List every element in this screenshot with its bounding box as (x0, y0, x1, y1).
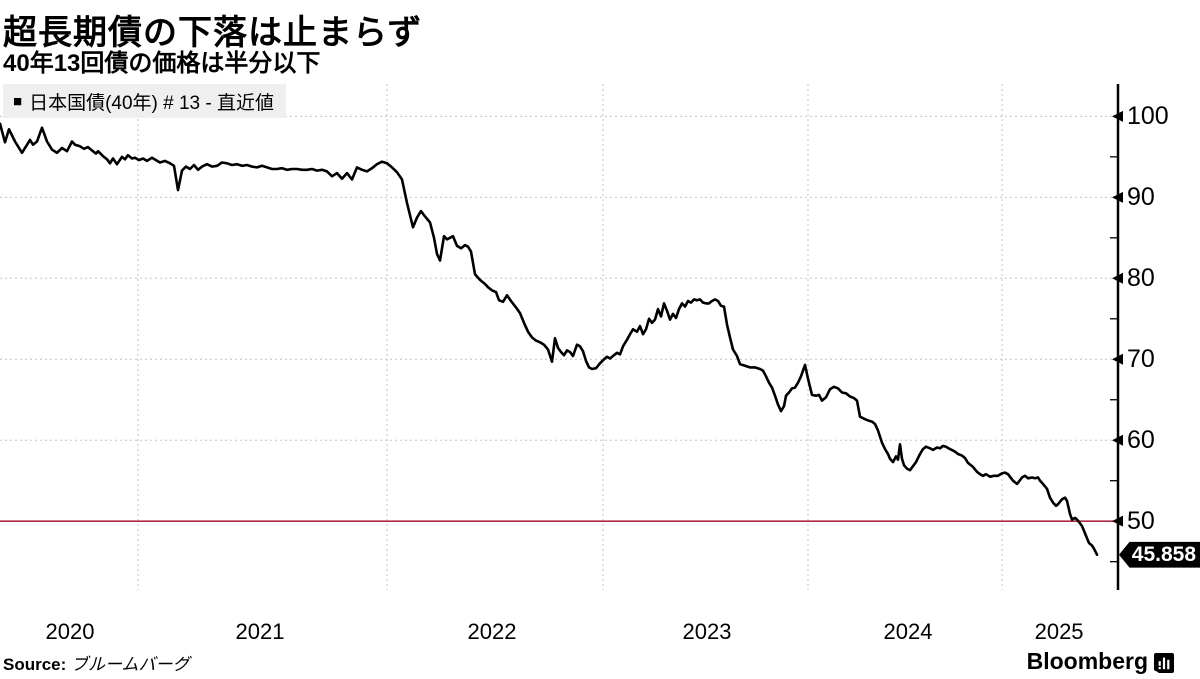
bloomberg-chart-icon (1154, 652, 1174, 673)
x-tick-label-2020: 2020 (45, 619, 95, 644)
page-subtitle: 40年13回債の価格は半分以下 (3, 50, 321, 77)
y-tick-label: 60 (1127, 426, 1155, 455)
chart-legend: ■ 日本国債(40年) # 13 - 直近値 (3, 84, 286, 118)
y-tick-label: 90 (1127, 183, 1155, 212)
source-prefix: Source: (3, 655, 67, 674)
x-tick-label-2022: 2022 (467, 619, 517, 644)
y-tick-label: 70 (1127, 345, 1155, 374)
x-tick-label-2023: 2023 (682, 619, 732, 644)
x-tick-label-2021: 2021 (235, 619, 285, 644)
source-text: ブルームバーグ (71, 655, 190, 674)
y-tick-label: 80 (1127, 264, 1155, 293)
x-tick-label-2025: 2025 (1034, 619, 1084, 644)
page-title: 超長期債の下落は止まらず (3, 15, 423, 52)
source-line: Source: ブルームバーグ (3, 650, 190, 675)
y-tick-label: 50 (1127, 507, 1155, 536)
legend-label: 日本国債(40年) # 13 - 直近値 (29, 92, 274, 114)
bloomberg-logo: Bloomberg (1027, 648, 1174, 675)
y-tick-label: 100 (1127, 102, 1169, 131)
x-tick-label-2024: 2024 (883, 619, 933, 644)
bloomberg-wordmark: Bloomberg (1026, 648, 1148, 674)
legend-swatch-icon: ■ (13, 92, 23, 110)
last-value-badge: 45.858 (1119, 541, 1200, 568)
